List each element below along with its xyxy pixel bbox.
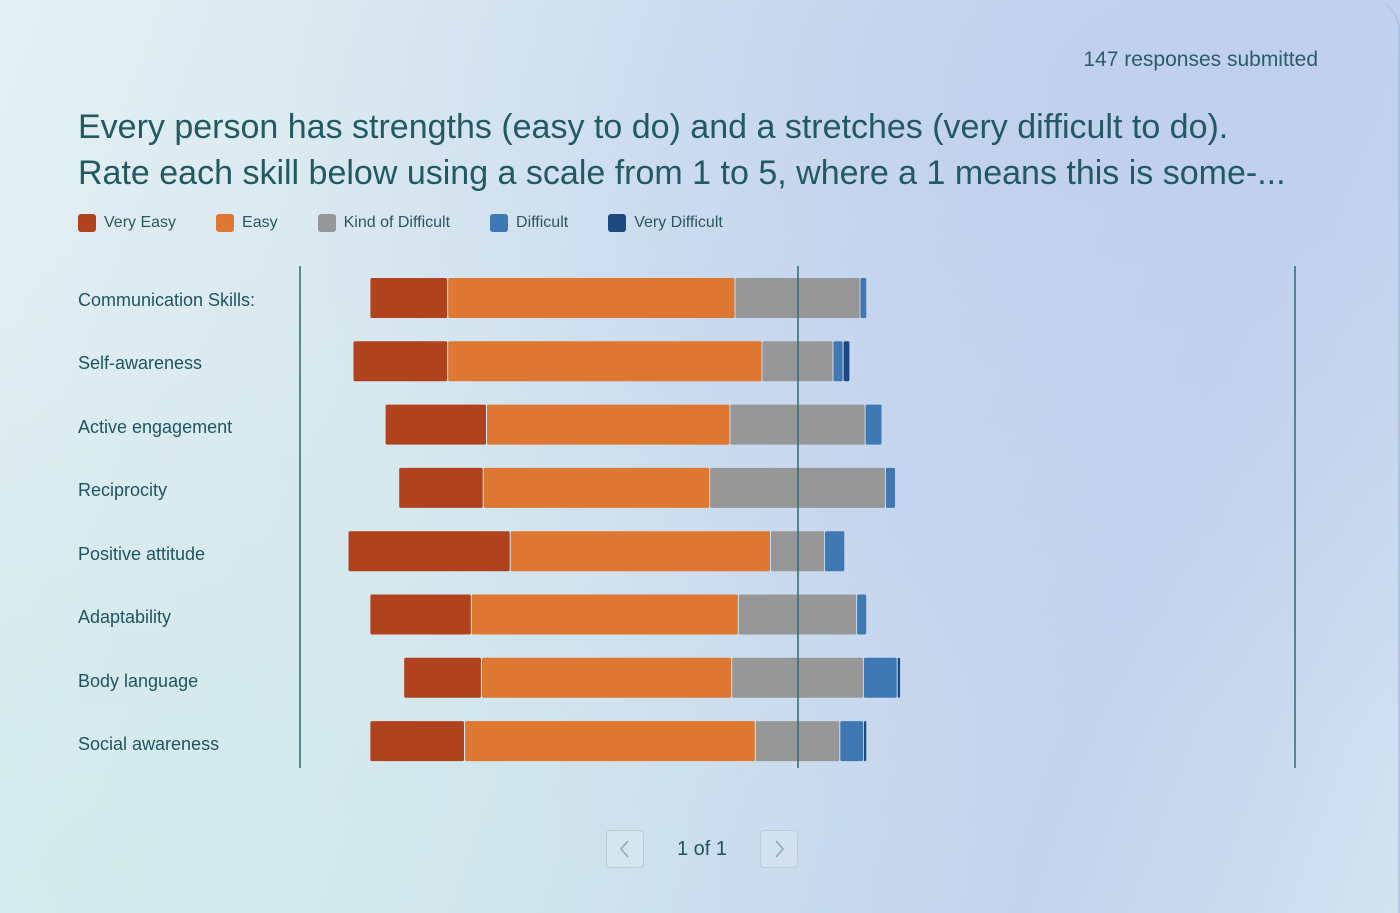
legend-swatch-very-difficult xyxy=(608,214,627,232)
legend-item-very-difficult: Very Difficult xyxy=(608,214,723,232)
bar-segment-very-easy[interactable] xyxy=(370,721,464,762)
next-page-button[interactable] xyxy=(760,830,798,868)
bar-segment-very-difficult[interactable] xyxy=(863,721,867,762)
bar-row[interactable] xyxy=(348,531,845,572)
bar-row[interactable] xyxy=(370,721,867,762)
legend-item-kind-of-difficult: Kind of Difficult xyxy=(317,214,451,232)
page-indicator: 1 of 1 xyxy=(676,837,728,860)
category-label: Active engagement xyxy=(78,417,233,437)
bar-segment-very-easy[interactable] xyxy=(399,467,483,508)
bar-row[interactable] xyxy=(385,404,882,445)
bar-segment-very-easy[interactable] xyxy=(385,404,486,445)
bar-segment-easy[interactable] xyxy=(510,531,770,572)
legend-swatch-difficult xyxy=(490,214,509,232)
legend-item-easy: Easy xyxy=(216,214,278,232)
question-line-2: Rate each skill below using a scale from… xyxy=(78,154,1286,192)
legend-label-easy: Easy xyxy=(242,214,278,231)
bar-segment-difficult[interactable] xyxy=(825,531,845,572)
category-label: Communication Skills: xyxy=(78,290,256,310)
category-label: Adaptability xyxy=(78,607,172,627)
bar-segment-easy[interactable] xyxy=(483,467,710,508)
responses-count: 147 responses submitted xyxy=(1083,48,1318,71)
bar-segment-easy[interactable] xyxy=(465,721,755,762)
bar-segment-difficult[interactable] xyxy=(840,721,863,762)
bar-row[interactable] xyxy=(370,278,867,318)
question-line-1: Every person has strengths (easy to do) … xyxy=(78,108,1229,146)
legend-swatch-kind-of-difficult xyxy=(317,214,336,232)
legend-swatch-easy xyxy=(216,214,235,232)
category-label: Self-awareness xyxy=(78,353,203,373)
legend-item-difficult: Difficult xyxy=(490,214,568,232)
legend-item-very-easy: Very Easy xyxy=(78,214,176,232)
chevron-left-icon xyxy=(619,840,629,858)
bar-segment-very-easy[interactable] xyxy=(404,657,481,698)
bar-segment-difficult[interactable] xyxy=(860,278,867,318)
legend-label-difficult: Difficult xyxy=(516,214,569,231)
bar-segment-easy[interactable] xyxy=(448,278,735,318)
bar-segment-easy[interactable] xyxy=(448,341,762,382)
bar-segment-difficult[interactable] xyxy=(857,594,867,635)
bar-segment-very-easy[interactable] xyxy=(348,531,510,572)
question-title: Every person has strengths (easy to do) … xyxy=(78,104,1328,196)
legend-swatch-very-easy xyxy=(78,214,96,232)
bar-segment-very-difficult[interactable] xyxy=(897,657,901,698)
bar-segment-difficult[interactable] xyxy=(885,467,895,508)
bar-segment-easy[interactable] xyxy=(487,404,730,445)
category-label: Body language xyxy=(78,671,199,691)
bar-segment-very-difficult[interactable] xyxy=(843,341,850,382)
bar-row[interactable] xyxy=(404,657,901,698)
category-label: Reciprocity xyxy=(78,480,168,500)
bar-row[interactable] xyxy=(370,594,867,635)
previous-page-button[interactable] xyxy=(606,830,644,868)
bar-row[interactable] xyxy=(353,341,850,382)
category-label: Social awareness xyxy=(78,734,220,754)
bar-segment-easy[interactable] xyxy=(482,657,732,698)
legend-label-very-difficult: Very Difficult xyxy=(634,214,723,231)
bar-segment-difficult[interactable] xyxy=(865,404,882,445)
category-label: Positive attitude xyxy=(78,544,206,564)
pagination: 1 of 1 xyxy=(606,830,798,868)
chevron-right-icon xyxy=(775,840,785,858)
bar-segment-difficult[interactable] xyxy=(863,657,897,698)
bar-segment-very-easy[interactable] xyxy=(370,594,471,635)
bar-segment-very-easy[interactable] xyxy=(370,278,448,318)
bar-row[interactable] xyxy=(399,467,895,508)
bar-segment-very-easy[interactable] xyxy=(353,341,448,382)
chart-legend: Very Easy Easy Kind of Difficult Difficu… xyxy=(78,214,763,232)
bar-segment-easy[interactable] xyxy=(471,594,738,635)
bar-segment-difficult[interactable] xyxy=(833,341,843,382)
legend-label-very-easy: Very Easy xyxy=(104,214,177,231)
legend-label-kind-of-difficult: Kind of Difficult xyxy=(343,214,451,231)
